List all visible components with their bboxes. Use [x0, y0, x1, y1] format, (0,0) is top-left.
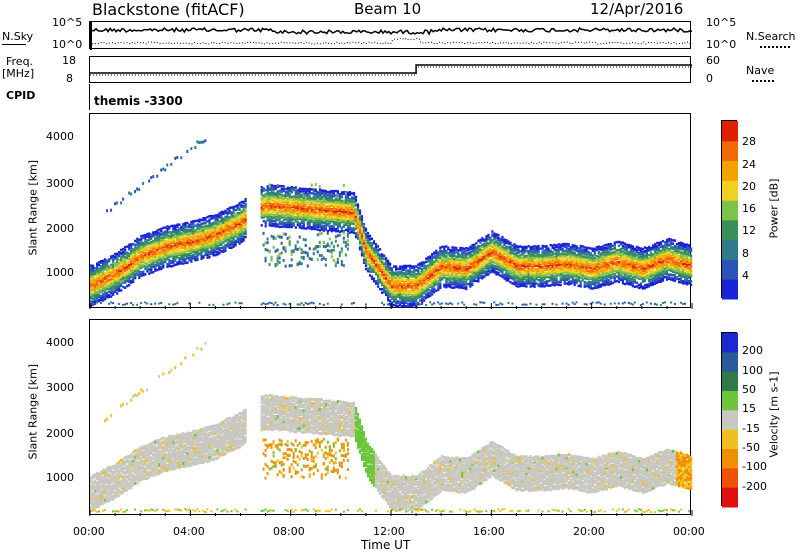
beam-title: Beam 10 — [354, 0, 422, 18]
power-ylabel: Slant Range [km] — [26, 159, 40, 256]
xtick-1200: 12:00 — [373, 525, 405, 538]
cpid-value: themis -3300 — [94, 94, 183, 108]
nsearch-tick-top: 10^5 — [706, 16, 737, 29]
velocity-ylabel: Slant Range [km] — [26, 363, 40, 460]
freq-tick-bottom: 8 — [66, 72, 73, 85]
velocity-colorbar-tick: 100 — [742, 363, 763, 377]
nsky-line — [89, 26, 693, 36]
freq-line — [90, 64, 692, 74]
nave-label: Nave — [746, 64, 775, 77]
power-colorbar-band — [722, 219, 738, 241]
velocity-pixels — [90, 341, 693, 514]
xtick-1600: 16:00 — [473, 525, 505, 538]
power-colorbar-tick: 8 — [742, 246, 749, 260]
nave-tick-top: 60 — [706, 54, 720, 67]
cpid-label: CPID — [6, 89, 36, 102]
velocity-colorbar-tick: -200 — [742, 479, 767, 493]
power-colorbar-tick: 20 — [742, 179, 756, 193]
nsearch-tick-bottom: 10^0 — [706, 38, 737, 51]
velocity-ytick-4000: 4000 — [46, 336, 74, 349]
xtick-0000: 00:00 — [73, 525, 105, 538]
power-colorbar-band — [722, 180, 738, 201]
xtick-2400: 00:00 — [673, 525, 705, 538]
velocity-panel — [89, 319, 693, 516]
power-colorbar-tick: 4 — [742, 268, 749, 282]
power-ytick-3000: 3000 — [46, 177, 74, 190]
power-colorbar-tick: 28 — [742, 135, 756, 149]
velocity-ytick-1000: 1000 — [46, 471, 74, 484]
velocity-colorbar-tick: 200 — [742, 344, 763, 358]
power-colorbar-band — [722, 140, 738, 162]
power-colorbar — [721, 120, 738, 300]
velocity-plot — [89, 341, 693, 516]
nsearch-label: N.Search — [746, 30, 796, 43]
velocity-ytick-2000: 2000 — [46, 427, 74, 440]
nsearch-legend-line — [760, 46, 790, 48]
velocity-colorbar-band — [722, 410, 738, 431]
nsky-tick-top: 10^5 — [52, 16, 83, 29]
nave-line — [90, 66, 692, 76]
xtick-0400: 04:00 — [173, 525, 205, 538]
xaxis-label: Time UT — [361, 538, 411, 552]
freq-label: Freq. — [6, 55, 34, 68]
date-title: 12/Apr/2016 — [590, 0, 684, 18]
power-pixels — [90, 139, 693, 308]
nave-tick-bottom: 0 — [706, 72, 713, 85]
power-colorbar-band — [722, 239, 738, 260]
power-colorbar-band — [722, 279, 738, 300]
power-colorbar-tick: 12 — [742, 224, 756, 238]
station-title: Blackstone (fitACF) — [92, 0, 245, 19]
velocity-colorbar-label: Velocity [m s-1] — [767, 371, 781, 458]
freq-plot — [90, 64, 692, 76]
cpid-marker — [89, 84, 90, 110]
power-colorbar-scale — [722, 121, 738, 300]
power-plot — [89, 139, 693, 309]
power-colorbar-tick: 16 — [742, 202, 756, 215]
power-colorbar-band — [722, 200, 738, 221]
nsky-label: N.Sky — [2, 30, 34, 43]
freq-tick-top: 18 — [62, 54, 76, 67]
velocity-colorbar-band — [722, 333, 738, 353]
power-colorbar-band — [722, 160, 738, 181]
power-panel — [89, 113, 693, 309]
velocity-colorbar-band — [722, 487, 738, 508]
velocity-colorbar — [721, 332, 738, 508]
velocity-colorbar-band — [722, 352, 738, 373]
nsky-panel — [89, 21, 693, 50]
xtick-0800: 08:00 — [273, 525, 305, 538]
nave-legend-line — [752, 80, 774, 82]
velocity-colorbar-tick: 50 — [742, 383, 756, 396]
velocity-colorbar-tick: -100 — [742, 460, 767, 474]
power-colorbar-tick: 24 — [742, 157, 756, 171]
power-ytick-2000: 2000 — [46, 222, 74, 235]
velocity-ytick-3000: 3000 — [46, 381, 74, 394]
freq-unit: [MHz] — [2, 67, 35, 80]
velocity-colorbar-band — [722, 429, 738, 450]
nsky-plot — [89, 22, 693, 50]
velocity-colorbar-band — [722, 449, 738, 469]
nsky-tick-bottom: 10^0 — [52, 38, 83, 51]
freq-panel — [89, 56, 692, 83]
velocity-colorbar-band — [722, 391, 738, 411]
xtick-2000: 20:00 — [573, 525, 605, 538]
power-colorbar-label: Power [dB] — [767, 178, 781, 239]
nsearch-line — [89, 37, 693, 45]
power-colorbar-band — [722, 259, 738, 280]
velocity-colorbar-band — [722, 468, 738, 489]
velocity-colorbar-tick: -15 — [742, 421, 760, 435]
velocity-colorbar-scale — [722, 333, 738, 508]
velocity-colorbar-tick: -50 — [742, 441, 760, 454]
power-ytick-1000: 1000 — [46, 266, 74, 279]
velocity-colorbar-tick: 15 — [742, 402, 756, 416]
power-ytick-4000: 4000 — [46, 130, 74, 143]
velocity-colorbar-band — [722, 371, 738, 392]
power-colorbar-band — [722, 121, 738, 142]
nsky-legend-line — [2, 44, 26, 45]
